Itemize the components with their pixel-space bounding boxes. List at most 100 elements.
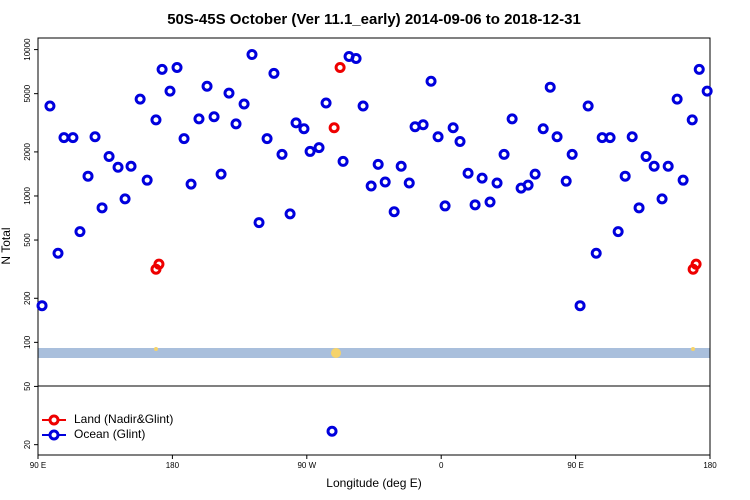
point xyxy=(298,123,310,135)
point xyxy=(432,131,444,143)
y-axis-label: N Total xyxy=(0,227,13,264)
y-tick-label: 5000 xyxy=(23,84,32,102)
point xyxy=(153,258,165,270)
point xyxy=(246,49,258,61)
x-tick-label: 90 E xyxy=(30,461,46,470)
point xyxy=(350,53,362,65)
legend-label: Land (Nadir&Glint) xyxy=(74,412,173,426)
point xyxy=(58,132,70,144)
point xyxy=(484,196,496,208)
point xyxy=(164,85,176,97)
point xyxy=(447,122,459,134)
point xyxy=(357,100,369,112)
y-tick-label: 500 xyxy=(23,233,32,247)
point xyxy=(395,160,407,172)
point xyxy=(372,158,384,170)
point xyxy=(215,168,227,180)
point xyxy=(125,160,137,172)
x-tick-label: 90 W xyxy=(297,461,316,470)
chart-title: 50S-45S October (Ver 11.1_early) 2014-09… xyxy=(167,11,581,28)
point xyxy=(313,142,325,154)
point xyxy=(574,300,586,312)
point xyxy=(582,100,594,112)
point xyxy=(417,119,429,131)
point xyxy=(686,114,698,126)
point xyxy=(648,160,660,172)
point xyxy=(253,217,265,229)
point xyxy=(290,117,302,129)
point xyxy=(304,145,316,157)
point xyxy=(36,300,48,312)
point xyxy=(693,63,705,75)
y-tick-label: 2000 xyxy=(23,142,32,160)
point xyxy=(328,122,340,134)
y-tick-label: 200 xyxy=(23,291,32,305)
marker-dot xyxy=(154,347,158,351)
point xyxy=(67,132,79,144)
point xyxy=(52,247,64,259)
point xyxy=(208,111,220,123)
point xyxy=(626,131,638,143)
point xyxy=(454,136,466,148)
point xyxy=(178,133,190,145)
point xyxy=(44,100,56,112)
point xyxy=(337,155,349,167)
point xyxy=(619,170,631,182)
point xyxy=(119,193,131,205)
point xyxy=(238,98,250,110)
point xyxy=(529,168,541,180)
point xyxy=(365,180,377,192)
point xyxy=(326,425,338,437)
point xyxy=(662,160,674,172)
point xyxy=(537,123,549,135)
y-tick-label: 50 xyxy=(23,381,32,390)
x-tick-label: 180 xyxy=(703,461,717,470)
point xyxy=(522,179,534,191)
point xyxy=(633,202,645,214)
point xyxy=(185,178,197,190)
point xyxy=(612,226,624,238)
point xyxy=(82,170,94,182)
point xyxy=(156,63,168,75)
point xyxy=(284,208,296,220)
y-tick-label: 20 xyxy=(23,440,32,449)
y-tick-label: 100 xyxy=(23,335,32,349)
point xyxy=(74,226,86,238)
point xyxy=(261,133,273,145)
point xyxy=(276,148,288,160)
marker-dot xyxy=(331,348,341,358)
legend-marker xyxy=(48,414,60,426)
point xyxy=(476,172,488,184)
point xyxy=(103,150,115,162)
point xyxy=(566,148,578,160)
point xyxy=(134,93,146,105)
point xyxy=(701,85,713,97)
point xyxy=(171,61,183,73)
point xyxy=(590,247,602,259)
x-tick-label: 0 xyxy=(439,461,444,470)
plot-frame xyxy=(37,37,711,456)
point xyxy=(112,161,124,173)
point xyxy=(677,174,689,186)
point xyxy=(320,97,332,109)
point xyxy=(201,80,213,92)
point xyxy=(690,258,702,270)
point xyxy=(604,132,616,144)
point xyxy=(89,131,101,143)
point xyxy=(551,131,563,143)
point xyxy=(96,202,108,214)
point xyxy=(462,167,474,179)
point xyxy=(425,75,437,87)
point xyxy=(498,148,510,160)
point xyxy=(388,206,400,218)
band xyxy=(38,348,710,358)
point xyxy=(469,199,481,211)
marker-dot xyxy=(691,347,695,351)
y-tick-label: 10000 xyxy=(23,38,32,61)
point xyxy=(268,67,280,79)
legend-label: Ocean (Glint) xyxy=(74,427,145,441)
point xyxy=(656,193,668,205)
point xyxy=(506,113,518,125)
x-axis-label: Longitude (deg E) xyxy=(326,476,421,490)
